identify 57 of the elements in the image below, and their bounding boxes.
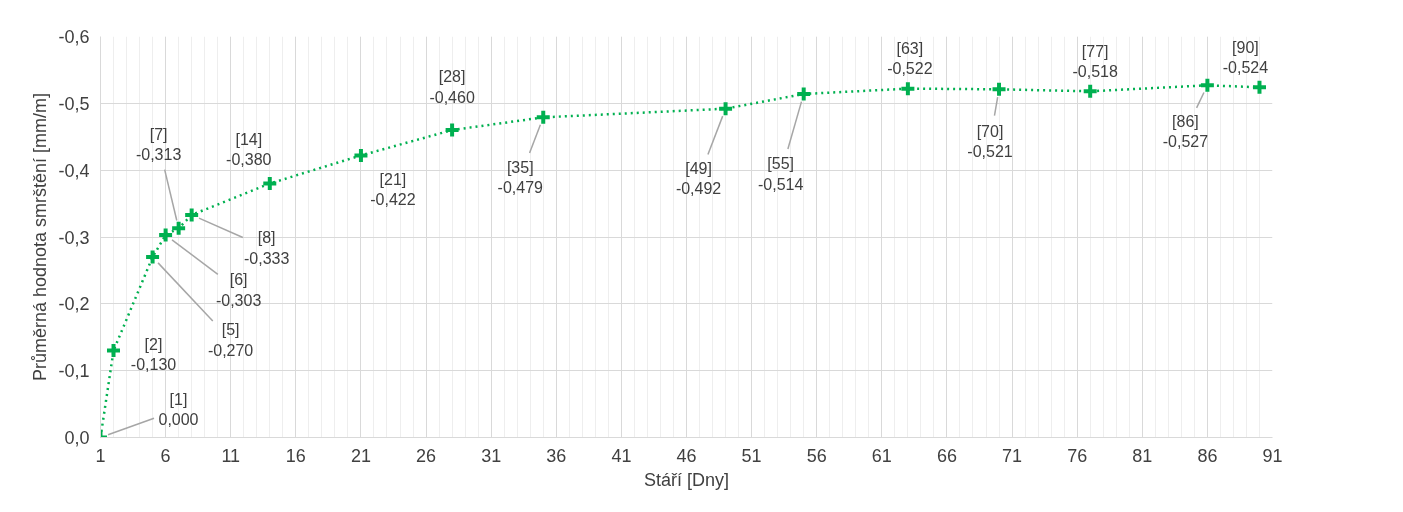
x-tick-label: 51 <box>741 445 762 466</box>
data-label: [7] -0,313 <box>135 125 182 164</box>
point <box>1081 82 1099 100</box>
x-tick-label: 36 <box>546 445 567 466</box>
data-label: [14] -0,380 <box>226 130 272 169</box>
data-label: [49] -0,492 <box>675 159 722 198</box>
x-tick-label: 81 <box>1132 445 1153 466</box>
point <box>990 80 1008 98</box>
x-tick-label: 26 <box>416 445 437 466</box>
point <box>170 219 188 237</box>
y-tick-label: -0,3 <box>58 227 90 248</box>
point <box>157 226 175 244</box>
data-label: [35] -0,479 <box>497 158 544 197</box>
x-tick-label: 76 <box>1067 445 1088 466</box>
y-tick-label: -0,1 <box>58 361 90 382</box>
y-tick-label: -0,4 <box>58 160 90 181</box>
data-label: [86] -0,527 <box>1162 112 1209 150</box>
x-tick-label: 1 <box>95 445 106 466</box>
x-tick-label: 16 <box>285 445 306 466</box>
data-label: [70] -0,521 <box>967 122 1013 160</box>
point <box>1198 76 1216 94</box>
y-axis-title: Průměrná hodnota smrštění [mm/m] <box>30 92 51 382</box>
x-tick-label: 41 <box>611 445 632 466</box>
point <box>144 248 162 266</box>
x-tick-label: 56 <box>806 445 827 466</box>
data-label: [90] -0,524 <box>1222 38 1269 76</box>
y-tick-label: -0,5 <box>58 93 90 114</box>
x-tick-label: 91 <box>1262 445 1283 466</box>
data-label: [1] 0,000 <box>158 390 199 429</box>
x-tick-label: 46 <box>676 445 697 466</box>
x-tick-label: 31 <box>481 445 502 466</box>
data-label: [6] -0,303 <box>215 271 262 309</box>
x-tick-label: 86 <box>1197 445 1218 466</box>
point <box>183 206 201 224</box>
data-label: [77] -0,518 <box>1072 42 1118 80</box>
y-tick-label: 0,0 <box>64 428 90 448</box>
x-tick-label: 21 <box>350 445 371 466</box>
point <box>717 100 735 118</box>
data-label: [21] -0,422 <box>370 170 416 209</box>
x-tick-label: 11 <box>221 445 241 466</box>
x-tick-label: 66 <box>936 445 957 466</box>
data-label: [28] -0,460 <box>429 68 475 106</box>
data-label: [55] -0,514 <box>758 155 804 193</box>
y-tick-label: -0,6 <box>58 27 90 47</box>
point <box>899 80 917 98</box>
data-label: [2] -0,130 <box>130 335 177 374</box>
data-label: [63] -0,522 <box>887 39 933 78</box>
x-tick-label: 61 <box>871 445 892 466</box>
point <box>795 85 813 103</box>
data-label: [8] -0,333 <box>243 229 290 267</box>
x-axis-title: Stáří [Dny] <box>643 469 730 490</box>
x-tick-label: 6 <box>160 445 171 466</box>
y-tick-label: -0,2 <box>58 294 90 315</box>
x-tick-label: 71 <box>1002 445 1023 466</box>
point <box>534 108 552 126</box>
point <box>443 121 461 139</box>
data-label: [5] -0,270 <box>207 321 254 359</box>
